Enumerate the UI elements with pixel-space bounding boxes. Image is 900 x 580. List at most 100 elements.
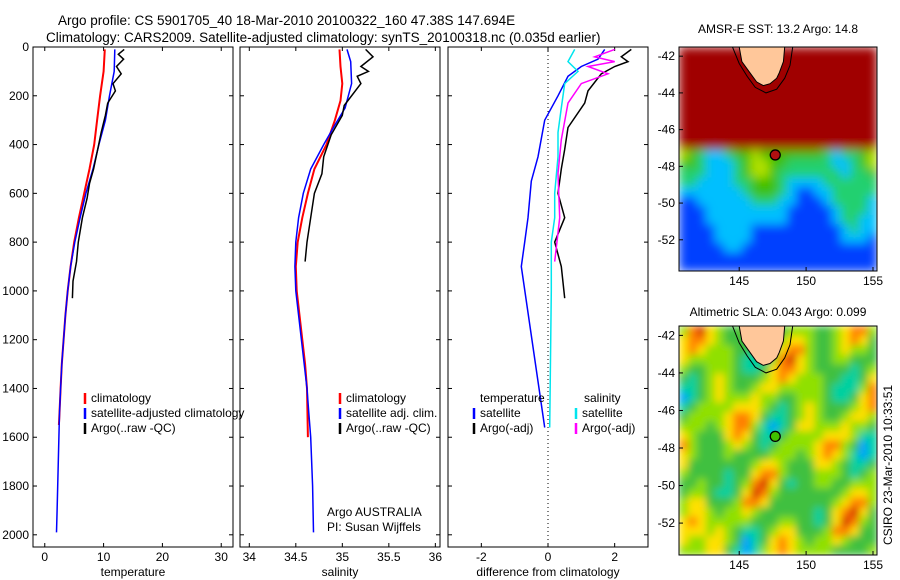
map-cell: [688, 459, 698, 470]
map-cell: [733, 159, 743, 169]
map-cell: [841, 47, 851, 57]
map-cell: [724, 131, 734, 141]
map-cell: [733, 459, 743, 470]
map-cell: [697, 261, 707, 271]
map-cell: [868, 421, 877, 432]
map-cell: [706, 131, 716, 141]
map-cell: [688, 497, 698, 508]
map-cell: [760, 215, 770, 225]
map-cell: [751, 177, 761, 188]
series-line: [520, 48, 606, 428]
map-cell: [841, 430, 851, 441]
map-cell: [715, 215, 725, 225]
map-cell: [733, 373, 743, 384]
map-cell: [778, 103, 788, 113]
map-cell: [805, 469, 815, 480]
map-cell: [823, 326, 833, 337]
map-cell: [688, 345, 698, 356]
map-cell: [724, 261, 734, 271]
map-cell: [706, 205, 716, 216]
x-tick-label: 20: [156, 550, 170, 564]
map-cell: [706, 392, 716, 403]
map-cell: [832, 65, 842, 76]
profile-panel-1: 0 10 20 30 temperature 0 200 400 600 800 1000 1200 1…: [2, 40, 234, 579]
map-cell: [742, 261, 752, 271]
map-cell: [751, 140, 761, 151]
map-cell: [688, 402, 698, 413]
map-cell: [778, 93, 788, 104]
map-cell: [724, 507, 734, 518]
map-cell: [724, 149, 734, 160]
map-cell: [769, 84, 779, 95]
map-cell: [760, 421, 770, 432]
map-cell: [841, 459, 851, 470]
map-cell: [814, 252, 824, 263]
map-cell: [751, 84, 761, 95]
map-cell: [742, 535, 752, 546]
map-cell: [724, 252, 734, 263]
map-cell: [814, 383, 824, 394]
map-cell: [742, 364, 752, 375]
map-cell: [841, 526, 851, 537]
map-cell: [715, 224, 725, 235]
map-cell: [823, 140, 833, 151]
map-cell: [787, 335, 797, 346]
tasmania-land: [738, 326, 786, 366]
map-cell: [868, 224, 877, 235]
map-cell: [778, 392, 788, 403]
map-cell: [742, 215, 752, 225]
map-cell: [868, 364, 877, 375]
map-cell: [715, 84, 725, 95]
map-cell: [823, 47, 833, 57]
map-cell: [697, 411, 707, 422]
map-cell: [715, 261, 725, 271]
map-cell: [706, 497, 716, 508]
map-cell: [850, 345, 860, 356]
map-cell: [715, 411, 725, 422]
map-cell: [832, 215, 842, 225]
map-cell: [850, 402, 860, 413]
x-tick-label: 2: [611, 550, 618, 564]
map-cell: [688, 364, 698, 375]
map-cell: [769, 252, 779, 263]
map-cell: [688, 159, 698, 169]
map-cell: [688, 140, 698, 151]
map-cell: [733, 112, 743, 123]
map-cell: [697, 168, 707, 179]
map-cell: [787, 233, 797, 244]
map-cell: [850, 168, 860, 179]
map-cell: [706, 469, 716, 480]
map-cell: [823, 364, 833, 375]
map-cell: [787, 65, 797, 76]
map-cell: [751, 252, 761, 263]
map-cell: [778, 261, 788, 271]
map-cell: [697, 488, 707, 499]
map-cell: [796, 261, 806, 271]
map-cell: [679, 507, 689, 518]
map-cell: [697, 478, 707, 489]
map-cell: [778, 149, 788, 160]
map-cell: [679, 459, 689, 470]
map-cell: [778, 354, 788, 365]
map-cell: [868, 56, 877, 67]
map-cell: [733, 140, 743, 151]
map-cell: [832, 545, 842, 555]
map-cell: [769, 196, 779, 207]
map-cell: [733, 168, 743, 179]
x-tick-label: 155: [863, 558, 883, 572]
map-cell: [841, 440, 851, 451]
map-cell: [823, 516, 833, 527]
map-cell: [859, 459, 869, 470]
y-tick-label: 1600: [2, 430, 29, 444]
x-axis-label: difference from climatology: [476, 565, 619, 579]
map-cell: [751, 450, 761, 461]
map-cell: [715, 450, 725, 461]
map-cell: [823, 177, 833, 188]
map-cell: [868, 430, 877, 441]
map-cell: [805, 354, 815, 365]
map-cell: [715, 335, 725, 346]
map-cell: [724, 354, 734, 365]
map-cell: [814, 205, 824, 216]
map-cell: [796, 168, 806, 179]
map-cell: [814, 545, 824, 555]
